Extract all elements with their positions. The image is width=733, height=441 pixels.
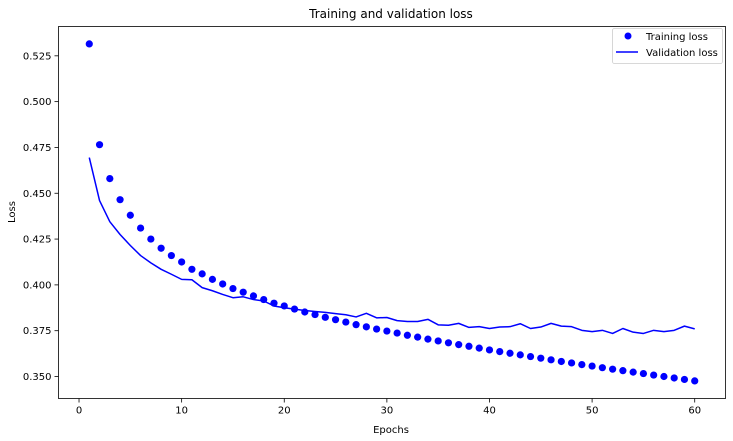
y-tick-label: 0.425 (23, 235, 52, 246)
training-loss-point (136, 224, 145, 232)
training-loss-point (383, 327, 391, 335)
x-axis: 0 10 20 30 40 50 60 (76, 398, 701, 417)
training-loss-point (526, 352, 535, 361)
training-loss-point (414, 333, 422, 341)
training-loss-point (588, 362, 596, 370)
series-layer (85, 40, 699, 385)
training-loss-point (444, 339, 453, 347)
y-tick-label: 0.500 (23, 97, 52, 108)
y-axis: 0.350 0.375 0.400 0.425 0.450 0.475 0.500 0.525 (23, 51, 59, 383)
training-loss-point (455, 341, 463, 349)
training-loss-point (629, 368, 637, 376)
y-tick-label: 0.375 (23, 326, 52, 337)
y-tick-label: 0.475 (23, 143, 52, 154)
training-loss-point (557, 357, 565, 366)
training-loss-point (126, 211, 134, 219)
training-loss-point (598, 364, 606, 372)
x-tick-label: 40 (483, 406, 496, 417)
training-loss-point (691, 377, 699, 385)
plot-area (58, 26, 726, 399)
training-loss-point (465, 342, 473, 350)
validation-loss-line (88, 157, 695, 335)
training-loss-point (106, 175, 114, 183)
training-loss-point (516, 351, 524, 359)
training-loss-point (373, 325, 381, 333)
legend: Training loss Validation loss (612, 28, 723, 64)
y-axis-label: Loss (7, 201, 18, 223)
x-axis-label: Epochs (373, 425, 409, 436)
x-tick-label: 50 (586, 406, 599, 417)
legend-label-validation: Validation loss (646, 48, 718, 59)
y-tick-label: 0.400 (23, 280, 52, 291)
training-loss-point (157, 244, 165, 252)
training-loss-point (537, 354, 545, 362)
training-loss-point (680, 375, 689, 384)
legend-marker-training (624, 32, 632, 40)
training-loss-point (116, 196, 124, 204)
training-loss-point (167, 251, 175, 260)
training-loss-point (639, 369, 648, 378)
training-loss-point (239, 288, 247, 296)
training-loss-point (85, 40, 93, 48)
y-tick-label: 0.350 (23, 372, 52, 383)
training-loss-point (485, 346, 494, 354)
training-loss-point (352, 321, 360, 329)
training-loss-point (609, 365, 617, 373)
training-loss-point (311, 310, 319, 319)
training-loss-point (660, 372, 668, 381)
plot-frame (58, 26, 726, 399)
training-loss-point (475, 344, 483, 352)
training-loss-point (178, 258, 186, 266)
training-loss-point (567, 359, 576, 367)
x-tick-label: 30 (381, 406, 394, 417)
y-tick-label: 0.525 (23, 51, 52, 62)
training-loss-point (321, 313, 329, 321)
training-loss-point (650, 371, 658, 379)
training-loss-point (578, 361, 586, 369)
training-loss-point (249, 292, 258, 300)
training-loss-point (619, 367, 627, 375)
training-loss-point (331, 316, 340, 324)
training-loss-point (188, 265, 196, 273)
chart-title: Training and validation loss (308, 7, 473, 21)
x-tick-label: 60 (688, 406, 701, 417)
training-loss-point (506, 349, 514, 357)
training-loss-point (670, 374, 678, 382)
training-loss-point (229, 284, 237, 293)
training-loss-point (403, 331, 411, 339)
training-loss-point (434, 337, 442, 345)
legend-frame (612, 28, 723, 64)
training-loss-point (219, 280, 227, 288)
training-loss-point (393, 329, 401, 337)
training-loss-point (362, 323, 370, 331)
training-loss-point (547, 356, 555, 364)
training-loss-point (95, 141, 104, 149)
training-loss-point (424, 335, 432, 343)
x-tick-label: 20 (278, 406, 291, 417)
legend-label-training: Training loss (645, 32, 708, 43)
y-tick-label: 0.450 (23, 189, 52, 200)
training-loss-point (208, 275, 217, 283)
x-tick-label: 0 (76, 406, 82, 417)
x-tick-label: 10 (175, 406, 188, 417)
training-loss-point (147, 235, 155, 243)
training-loss-point (342, 318, 350, 326)
training-loss-point (496, 347, 504, 356)
training-loss-point (198, 270, 206, 278)
